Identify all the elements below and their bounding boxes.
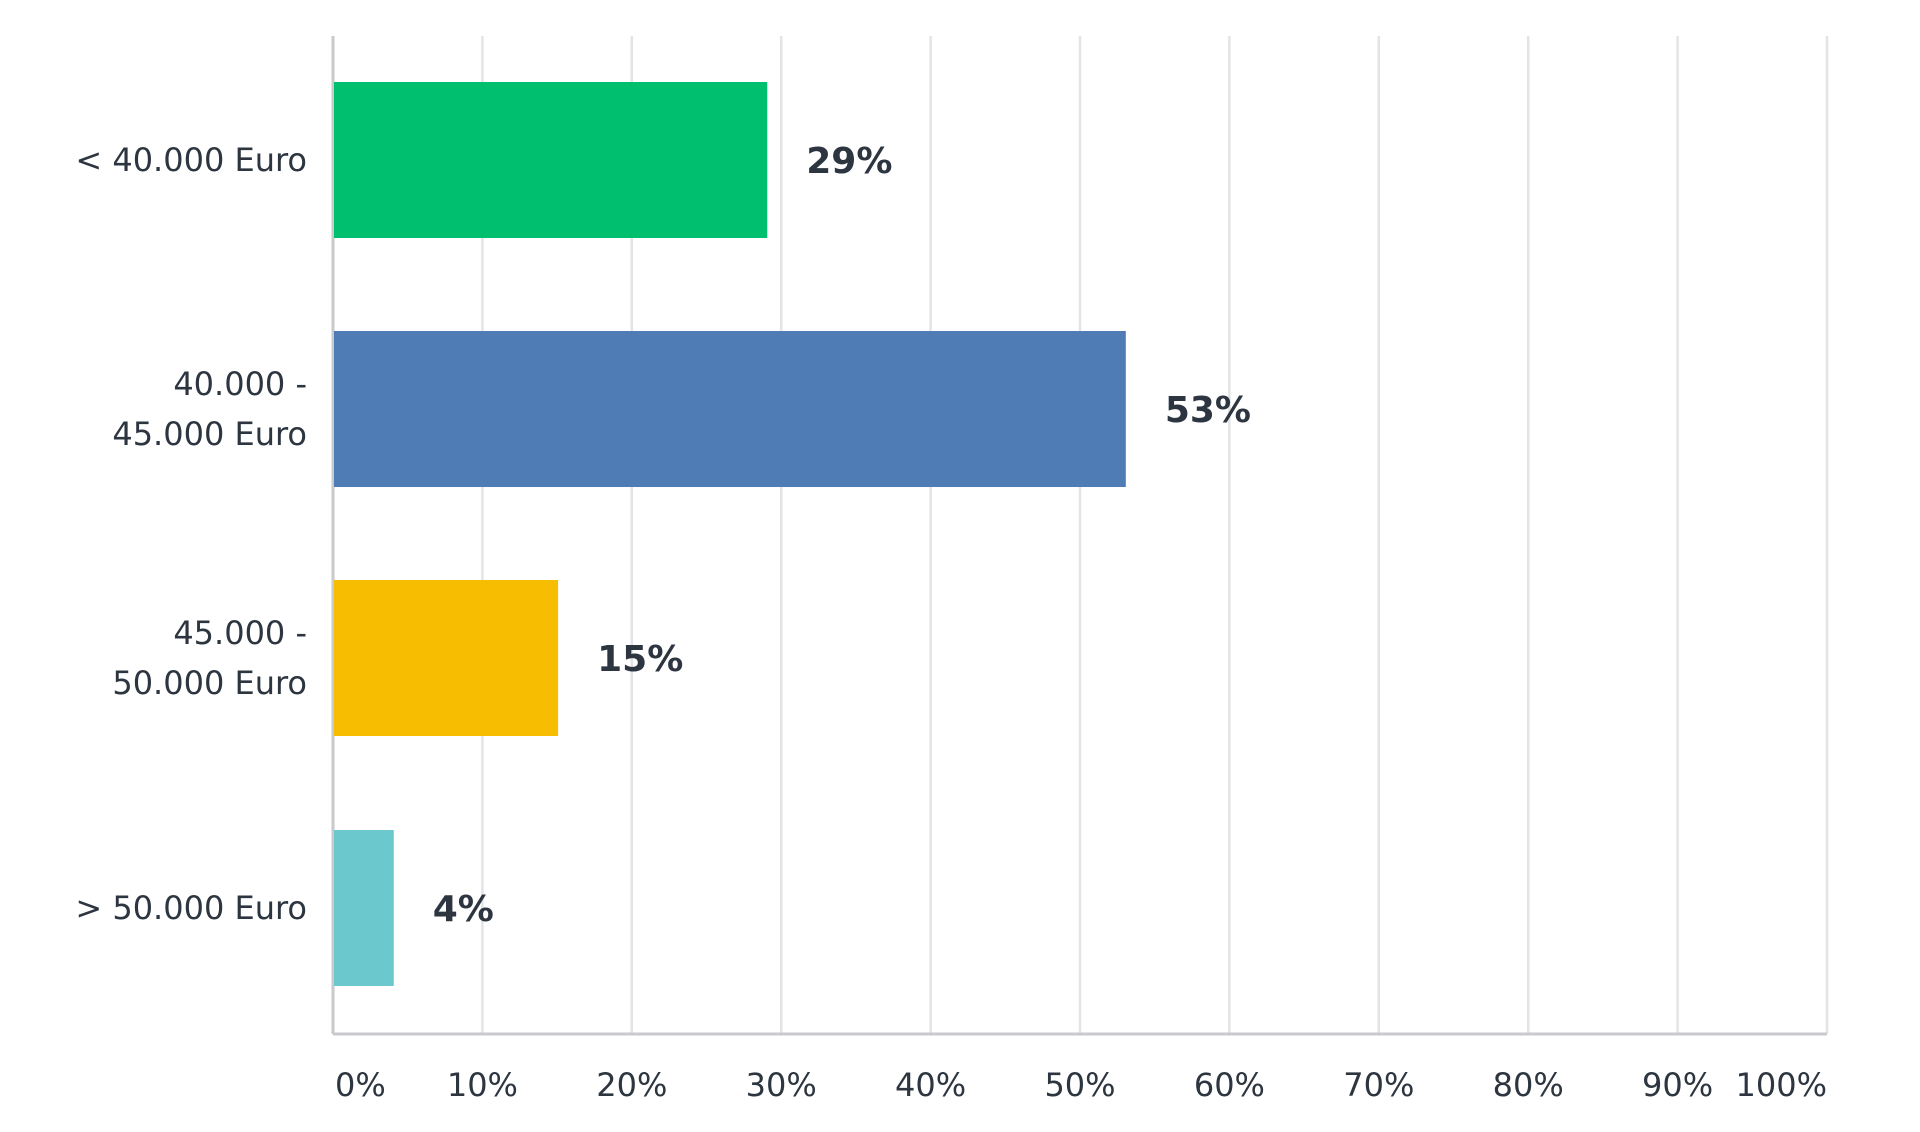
x-tick-label: 60%	[1194, 1066, 1265, 1104]
data-label: 4%	[433, 889, 494, 930]
x-tick-label: 40%	[895, 1066, 966, 1104]
data-label: 53%	[1165, 390, 1251, 431]
x-tick-label: 90%	[1642, 1066, 1713, 1104]
category-label: 45.000 Euro	[112, 415, 307, 453]
category-label: < 40.000 Euro	[75, 141, 307, 179]
bar	[334, 830, 394, 986]
category-labels: < 40.000 Euro 40.000 - 45.000 Euro 45.000 -…	[75, 141, 307, 927]
x-tick-label: 0%	[335, 1066, 386, 1104]
data-label: 29%	[806, 141, 892, 182]
x-tick-label: 30%	[746, 1066, 817, 1104]
category-label: > 50.000 Euro	[75, 889, 307, 927]
x-tick-label: 10%	[447, 1066, 518, 1104]
x-tick-label: 20%	[596, 1066, 667, 1104]
x-tick-label: 80%	[1493, 1066, 1564, 1104]
category-label: 45.000 -	[173, 614, 307, 652]
x-tick-label: 50%	[1044, 1066, 1115, 1104]
category-label: 40.000 -	[173, 365, 307, 403]
value-labels: 29% 53% 15% 4%	[433, 141, 1251, 930]
category-label: 50.000 Euro	[112, 664, 307, 702]
bar	[334, 331, 1126, 487]
axes	[331, 36, 1827, 1036]
x-tick-label: 100%	[1736, 1066, 1827, 1104]
x-tick-labels: 0% 10% 20% 30% 40% 50% 60% 70% 80% 90% 100%	[335, 1066, 1827, 1104]
x-tick-label: 70%	[1343, 1066, 1414, 1104]
bars	[334, 82, 1126, 986]
bar	[334, 580, 559, 736]
bar	[334, 82, 768, 238]
data-label: 15%	[597, 639, 683, 680]
